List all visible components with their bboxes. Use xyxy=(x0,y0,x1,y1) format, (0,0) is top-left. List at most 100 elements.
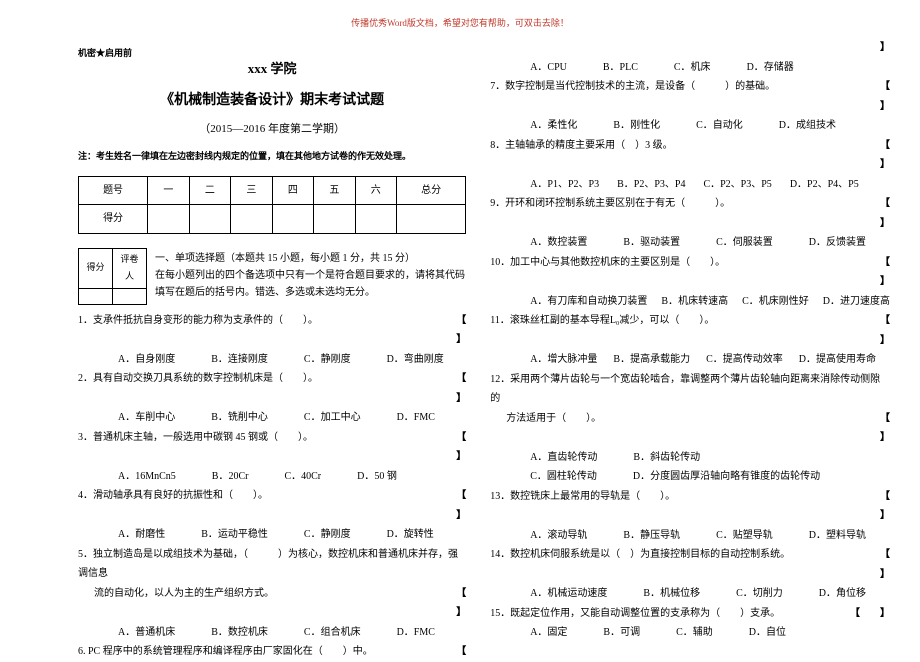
q2-b: B．铣削中心 xyxy=(211,408,268,428)
q6-b: B．PLC xyxy=(603,58,638,78)
q10-a: A．有刀库和自动换刀装置 xyxy=(530,292,647,312)
q10-b: B．机床转速高 xyxy=(661,292,728,312)
q14-d: D．角位移 xyxy=(819,584,866,604)
q14-c: C．切削力 xyxy=(736,584,783,604)
blank-cell xyxy=(79,288,113,304)
q6-bracket-close: 】 xyxy=(880,38,890,58)
q11-b: B．提高承载能力 xyxy=(613,350,690,370)
q9-bracket-close: 】 xyxy=(880,214,890,234)
q7-b: B．刚性化 xyxy=(613,116,660,136)
q10-c: C．机床刚性好 xyxy=(742,292,809,312)
q10-text: 10．加工中心与其他数控机床的主要区别是（ ）。 xyxy=(490,253,874,273)
q12-b: B．斜齿轮传动 xyxy=(633,448,700,468)
q15-d: D．自位 xyxy=(749,623,786,643)
q10-d: D．进刀速度高 xyxy=(823,292,890,312)
q9-d: D．反馈装置 xyxy=(809,233,866,253)
left-column: xxx 学院 《机械制造装备设计》期末考试试题 （2015—2016 年度第二学… xyxy=(78,38,466,631)
col-2: 二 xyxy=(189,176,230,205)
header-note: 传播优秀Word版文档，希望对您有帮助，可双击去除！ xyxy=(0,16,920,29)
q11-c: C．提高传动效率 xyxy=(706,350,783,370)
q15: 15．既起定位作用，又能自动调整位置的支承称为（ ）支承。 【 】 xyxy=(490,604,890,624)
q13-bracket-close: 】 xyxy=(880,506,890,526)
q1-d: D．弯曲刚度 xyxy=(387,350,444,370)
q12-opts-row1: A．直齿轮传动 B．斜齿轮传动 xyxy=(490,448,890,468)
q13: 13．数控铣床上最常用的导轨是（ ）。 【 xyxy=(490,487,890,507)
blank-cell xyxy=(189,205,230,234)
q12-c: C．圆柱轮传动 xyxy=(530,467,597,487)
q4: 4．滑动轴承具有良好的抗振性和（ ）。 【 xyxy=(78,486,466,506)
q5-text2: 流的自动化，以人为主的生产组织方式。 xyxy=(78,584,450,604)
q6-d: D．存储器 xyxy=(747,58,794,78)
q5-line2: 流的自动化，以人为主的生产组织方式。 【 xyxy=(78,584,466,604)
q15-text: 15．既起定位作用，又能自动调整位置的支承称为（ ）支承。 xyxy=(490,604,844,624)
q14-a: A．机械运动速度 xyxy=(530,584,607,604)
q4-d: D．旋转性 xyxy=(387,525,434,545)
q7-c: C．自动化 xyxy=(696,116,743,136)
q6-bracket: 【 xyxy=(456,642,466,662)
q7: 7．数字控制是当代控制技术的主流，是设备（ ）的基础。 【 xyxy=(490,77,890,97)
q3-bracket-close: 】 xyxy=(456,447,466,467)
col-5: 五 xyxy=(314,176,355,205)
q13-bracket: 【 xyxy=(880,487,890,507)
q7-bracket: 【 xyxy=(880,77,890,97)
q4-c: C．静刚度 xyxy=(304,525,351,545)
q3-text: 3．普通机床主轴，一般选用中碳钢 45 钢或（ ）。 xyxy=(78,428,450,448)
q11-text: 11．滚珠丝杠副的基本导程L₀减少，可以（ ）。 xyxy=(490,311,874,331)
exam-note: 注：考生姓名一律填在左边密封线内规定的位置，填在其他地方试卷的作无效处理。 xyxy=(78,148,466,166)
q13-text: 13．数控铣床上最常用的导轨是（ ）。 xyxy=(490,487,874,507)
q8-d: D．P2、P4、P5 xyxy=(790,175,859,195)
q4-text: 4．滑动轴承具有良好的抗振性和（ ）。 xyxy=(78,486,450,506)
q5-bracket: 【 xyxy=(456,584,466,604)
semester: （2015—2016 年度第二学期） xyxy=(78,119,466,140)
small-c1: 得分 xyxy=(79,248,113,288)
section1-header: 得分 评卷人 一、单项选择题（本题共 15 小题，每小题 1 分，共 15 分）… xyxy=(78,248,466,305)
blank-cell xyxy=(314,205,355,234)
q12-a: A．直齿轮传动 xyxy=(530,448,597,468)
q6-c: C．机床 xyxy=(674,58,711,78)
q13-a: A．滚动导轨 xyxy=(530,526,587,546)
q9: 9．开环和闭环控制系统主要区别在于有无（ ）。 【 xyxy=(490,194,890,214)
q8-opts: A．P1、P2、P3 B．P2、P3、P4 C．P2、P3、P5 D．P2、P4… xyxy=(490,175,890,195)
q11: 11．滚珠丝杠副的基本导程L₀减少，可以（ ）。 【 xyxy=(490,311,890,331)
q7-d: D．成组技术 xyxy=(779,116,836,136)
small-c2: 评卷人 xyxy=(113,248,147,288)
row1-label: 题号 xyxy=(79,176,148,205)
q2: 2．具有自动交换刀具系统的数字控制机床是（ ）。 【 xyxy=(78,369,466,389)
q3-bracket: 【 xyxy=(456,428,466,448)
q12-d: D．分度圆齿厚沿轴向略有锥度的齿轮传动 xyxy=(633,467,820,487)
q9-a: A．数控装置 xyxy=(530,233,587,253)
q11-opts: A．增大脉冲量 B．提高承载能力 C．提高传动效率 D．提高使用寿命 xyxy=(490,350,890,370)
q13-c: C．贴塑导轨 xyxy=(716,526,773,546)
section1-instructions: 在每小题列出的四个备选项中只有一个是符合题目要求的，请将其代码填写在题后的括号内… xyxy=(155,267,466,301)
q7-a: A．柔性化 xyxy=(530,116,577,136)
row2-label: 得分 xyxy=(79,205,148,234)
q14-bracket-close: 】 xyxy=(880,565,890,585)
q8-bracket-close: 】 xyxy=(880,155,890,175)
q1-a: A．自身刚度 xyxy=(118,350,175,370)
q8-c: C．P2、P3、P5 xyxy=(703,175,771,195)
col-6: 六 xyxy=(355,176,396,205)
q9-opts: A．数控装置 B．驱动装置 C．伺服装置 D．反馈装置 xyxy=(490,233,890,253)
q12-bracket-close: 】 xyxy=(880,428,890,448)
score-table: 题号 一 二 三 四 五 六 总分 得分 xyxy=(78,176,466,234)
q2-bracket: 【 xyxy=(456,369,466,389)
q4-a: A．耐磨性 xyxy=(118,525,165,545)
q12-opts-row2: C．圆柱轮传动 D．分度圆齿厚沿轴向略有锥度的齿轮传动 xyxy=(490,467,890,487)
q15-opts: A．固定 B．可调 C．辅助 D．自位 xyxy=(490,623,890,643)
q3: 3．普通机床主轴，一般选用中碳钢 45 钢或（ ）。 【 xyxy=(78,428,466,448)
q14-text: 14．数控机床伺服系统是以（ ）为直接控制目标的自动控制系统。 xyxy=(490,545,874,565)
q8-a: A．P1、P2、P3 xyxy=(530,175,599,195)
col-1: 一 xyxy=(148,176,189,205)
section1-title: 一、单项选择题（本题共 15 小题，每小题 1 分，共 15 分） xyxy=(155,250,466,267)
q5-line1: 5．独立制造岛是以成组技术为基础，（ ）为核心，数控机床和普通机床并存，强调信息 xyxy=(78,545,466,584)
right-column: 】 A．CPU B．PLC C．机床 D．存储器 7．数字控制是当代控制技术的主… xyxy=(490,38,890,631)
q8-bracket: 【 xyxy=(880,136,890,156)
col-3: 三 xyxy=(231,176,272,205)
q5-b: B．数控机床 xyxy=(211,623,268,643)
q15-a: A．固定 xyxy=(530,623,567,643)
q2-a: A．车削中心 xyxy=(118,408,175,428)
exam-title: 《机械制造装备设计》期末考试试题 xyxy=(78,87,466,114)
q2-text: 2．具有自动交换刀具系统的数字控制机床是（ ）。 xyxy=(78,369,450,389)
q10: 10．加工中心与其他数控机床的主要区别是（ ）。 【 xyxy=(490,253,890,273)
q12-text2: 方法适用于（ ）。 xyxy=(490,409,874,429)
